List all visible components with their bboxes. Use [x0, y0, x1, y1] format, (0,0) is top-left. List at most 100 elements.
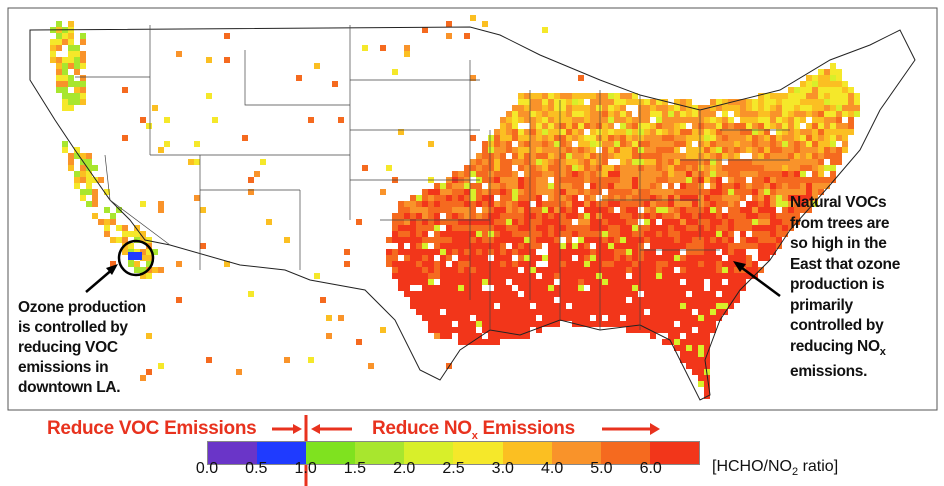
- ratio-cell: [716, 147, 722, 153]
- ratio-cell: [74, 81, 80, 87]
- ratio-cell: [584, 93, 590, 99]
- ratio-cell: [854, 93, 860, 99]
- ratio-cell: [602, 261, 608, 267]
- ratio-cell: [554, 159, 560, 165]
- ratio-cell: [740, 189, 746, 195]
- ratio-cell: [626, 267, 632, 273]
- ratio-cell: [584, 315, 590, 321]
- ratio-cell: [68, 21, 74, 27]
- ratio-cell: [698, 345, 704, 351]
- ratio-cell: [80, 93, 86, 99]
- ratio-cell: [464, 237, 470, 243]
- ratio-cell: [596, 255, 602, 261]
- ratio-cell: [632, 297, 638, 303]
- ratio-cell: [488, 135, 494, 141]
- ratio-cell: [530, 213, 536, 219]
- ratio-cell: [596, 99, 602, 105]
- ratio-cell: [566, 141, 572, 147]
- ratio-cell: [830, 93, 836, 99]
- ratio-cell: [446, 297, 452, 303]
- ratio-cell: [500, 291, 506, 297]
- ratio-cell: [458, 249, 464, 255]
- ratio-cell: [512, 315, 518, 321]
- ratio-cell: [506, 129, 512, 135]
- ratio-cell: [200, 207, 206, 213]
- ratio-cell: [554, 213, 560, 219]
- ratio-cell: [686, 129, 692, 135]
- ratio-cell: [590, 153, 596, 159]
- ratio-cell: [518, 237, 524, 243]
- ratio-cell: [656, 189, 662, 195]
- ratio-cell: [668, 123, 674, 129]
- ratio-cell: [698, 381, 704, 387]
- ratio-cell: [68, 39, 74, 45]
- ratio-cell: [386, 249, 392, 255]
- ratio-cell: [74, 99, 80, 105]
- ratio-cell: [632, 207, 638, 213]
- ratio-cell: [512, 267, 518, 273]
- ratio-cell: [488, 141, 494, 147]
- ratio-cell: [686, 243, 692, 249]
- ratio-cell: [734, 111, 740, 117]
- ratio-cell: [728, 177, 734, 183]
- ratio-cell: [806, 129, 812, 135]
- ratio-cell: [530, 189, 536, 195]
- ratio-cell: [674, 213, 680, 219]
- ratio-cell: [548, 279, 554, 285]
- ratio-cell: [518, 297, 524, 303]
- ratio-cell: [650, 111, 656, 117]
- ratio-cell: [524, 267, 530, 273]
- ratio-cell: [596, 267, 602, 273]
- ratio-cell: [686, 255, 692, 261]
- ratio-cell: [632, 255, 638, 261]
- ratio-cell: [488, 303, 494, 309]
- ratio-cell: [422, 207, 428, 213]
- ratio-cell: [626, 99, 632, 105]
- ratio-cell: [824, 87, 830, 93]
- ratio-cell: [416, 273, 422, 279]
- ratio-cell: [680, 219, 686, 225]
- ratio-cell: [542, 237, 548, 243]
- ratio-cell: [470, 159, 476, 165]
- ratio-cell: [578, 255, 584, 261]
- ratio-cell: [416, 261, 422, 267]
- ratio-cell: [404, 249, 410, 255]
- ratio-cell: [578, 249, 584, 255]
- ratio-cell: [620, 117, 626, 123]
- ratio-cell: [716, 195, 722, 201]
- ratio-cell: [662, 207, 668, 213]
- ratio-cell: [86, 183, 92, 189]
- ratio-cell: [116, 225, 122, 231]
- ratio-cell: [524, 189, 530, 195]
- ratio-cell: [746, 123, 752, 129]
- ratio-cell: [680, 177, 686, 183]
- la-low-ratio-cell: [128, 252, 142, 260]
- ratio-cell: [422, 261, 428, 267]
- ratio-cell: [566, 111, 572, 117]
- ratio-cell: [410, 225, 416, 231]
- ratio-cell: [692, 111, 698, 117]
- ratio-cell: [638, 195, 644, 201]
- ratio-cell: [638, 285, 644, 291]
- ratio-cell: [428, 297, 434, 303]
- ratio-cell: [482, 153, 488, 159]
- ratio-cell: [692, 291, 698, 297]
- ratio-cell: [488, 183, 494, 189]
- ratio-cell: [710, 237, 716, 243]
- ratio-cell: [740, 255, 746, 261]
- ratio-cell: [392, 261, 398, 267]
- ratio-cell: [794, 105, 800, 111]
- ratio-cell: [152, 105, 158, 111]
- ratio-cell: [656, 195, 662, 201]
- ratio-cell: [722, 273, 728, 279]
- ratio-cell: [716, 99, 722, 105]
- colorbar-segment: [208, 442, 258, 464]
- ratio-cell: [428, 303, 434, 309]
- ratio-cell: [716, 135, 722, 141]
- ratio-cell: [662, 231, 668, 237]
- ratio-cell: [584, 267, 590, 273]
- ratio-cell: [608, 303, 614, 309]
- ratio-cell: [692, 255, 698, 261]
- ratio-cell: [602, 135, 608, 141]
- ratio-cell: [488, 189, 494, 195]
